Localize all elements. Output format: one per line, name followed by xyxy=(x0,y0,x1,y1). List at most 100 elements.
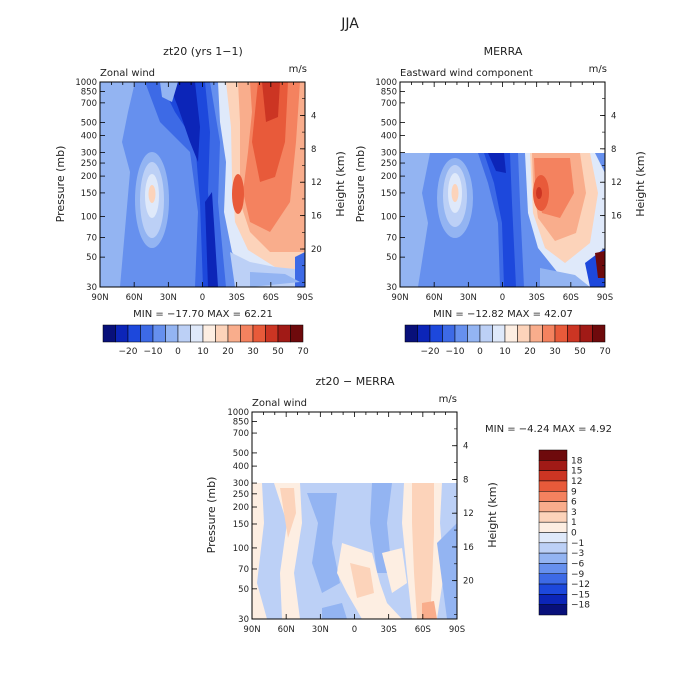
x-tick-label: 30S xyxy=(529,293,545,303)
y-tick-label: 250 xyxy=(381,159,397,169)
x-tick-label: 30S xyxy=(381,625,397,635)
colorbar-swatch xyxy=(240,324,254,343)
panel-unit-label: m/s xyxy=(589,64,607,75)
y2-tick-label: 16 xyxy=(611,212,622,222)
x-tick-label: 60N xyxy=(278,625,295,635)
colorbar-label: −12 xyxy=(571,580,590,590)
colorbar-swatch xyxy=(227,324,241,343)
colorbar-label: 15 xyxy=(571,467,582,477)
colorbar-label: 10 xyxy=(197,347,209,357)
colorbar-swatch xyxy=(442,324,456,343)
y-tick-label: 150 xyxy=(381,189,397,199)
colorbar-swatch xyxy=(479,324,493,343)
colorbar-swatch xyxy=(404,324,418,343)
y2-tick-label: 20 xyxy=(311,245,322,255)
colorbar-swatch xyxy=(538,449,568,461)
x-tick-label: 60S xyxy=(415,625,431,635)
y2-tick-label: 4 xyxy=(311,111,316,121)
y-tick-label: 150 xyxy=(81,189,97,199)
colorbar-label: 70 xyxy=(599,347,611,357)
y-tick-label: 300 xyxy=(381,148,397,158)
x-tick-label: 90S xyxy=(449,625,465,635)
x-tick-label: 60N xyxy=(426,293,443,303)
colorbar-swatch xyxy=(492,324,506,343)
colorbar-label: 3 xyxy=(571,508,577,518)
y2-tick-label: 8 xyxy=(311,145,316,155)
colorbar-label: 50 xyxy=(574,347,586,357)
colorbar-swatch xyxy=(538,542,568,554)
colorbar-swatch xyxy=(177,324,191,343)
y-tick-label: 400 xyxy=(381,132,397,142)
panel-left-label: Zonal wind xyxy=(100,68,155,79)
colorbar-label: −15 xyxy=(571,590,590,600)
colorbar-label: 10 xyxy=(499,347,511,357)
y-tick-label: 30 xyxy=(86,283,97,293)
y-tick-label: 100 xyxy=(233,544,249,554)
y-tick-label: 300 xyxy=(81,148,97,158)
colorbar-swatch xyxy=(542,324,556,343)
colorbar-swatch xyxy=(504,324,518,343)
colorbar-label: −10 xyxy=(446,347,465,357)
y-tick-label: 150 xyxy=(233,520,249,530)
panel-unit-label: m/s xyxy=(289,64,307,75)
colorbar-swatch xyxy=(592,324,606,343)
colorbar-label: 1 xyxy=(571,518,577,528)
colorbar-swatch xyxy=(165,324,179,343)
colorbar-swatch xyxy=(538,521,568,533)
colorbar-swatch xyxy=(429,324,443,343)
colorbar-swatch xyxy=(538,583,568,595)
y-tick-label: 300 xyxy=(233,479,249,489)
colorbar-swatch xyxy=(538,604,568,616)
x-tick-label: 30N xyxy=(312,625,329,635)
colorbar-swatch xyxy=(538,552,568,564)
y-tick-label: 70 xyxy=(386,233,397,243)
y-tick-label: 850 xyxy=(233,418,249,428)
y-tick-label: 500 xyxy=(81,119,97,129)
colorbar-swatch xyxy=(538,480,568,492)
y-tick-label: 500 xyxy=(233,449,249,459)
y2-tick-label: 20 xyxy=(463,577,474,587)
colorbar-label: 9 xyxy=(571,487,577,497)
colorbar-swatch xyxy=(417,324,431,343)
x-tick-label: 30N xyxy=(460,293,477,303)
y-tick-label: 100 xyxy=(81,213,97,223)
colorbar-swatch xyxy=(190,324,204,343)
y-tick-label: 70 xyxy=(238,565,249,575)
colorbar-swatch xyxy=(215,324,229,343)
y-tick-label: 200 xyxy=(81,172,97,182)
y2-tick-label: 4 xyxy=(611,111,616,121)
panel-left-label: Eastward wind component xyxy=(400,68,533,79)
y-tick-label: 400 xyxy=(81,132,97,142)
colorbar-swatch xyxy=(529,324,543,343)
x-tick-label: 0 xyxy=(352,625,357,635)
y-tick-label: 400 xyxy=(233,462,249,472)
colorbar-label: −9 xyxy=(571,570,585,580)
colorbar-swatch xyxy=(152,324,166,343)
colorbar-swatch xyxy=(579,324,593,343)
colorbar-label: −10 xyxy=(144,347,163,357)
x-tick-label: 60N xyxy=(126,293,143,303)
colorbar-label: −20 xyxy=(119,347,138,357)
colorbar-label: 20 xyxy=(222,347,234,357)
colorbar-swatch xyxy=(517,324,531,343)
colorbar-label: 18 xyxy=(571,456,583,466)
y-tick-label: 850 xyxy=(81,88,97,98)
y-tick-label: 250 xyxy=(81,159,97,169)
colorbar-label: 20 xyxy=(524,347,536,357)
colorbar-swatch xyxy=(127,324,141,343)
y2-tick-label: 4 xyxy=(463,442,468,452)
colorbar-swatch xyxy=(538,594,568,605)
colorbar-label: 30 xyxy=(549,347,561,357)
x-tick-label: 0 xyxy=(200,293,205,303)
heatmap-field xyxy=(252,483,457,619)
y2-tick-label: 8 xyxy=(611,145,616,155)
colorbar-label: 0 xyxy=(175,347,181,357)
colorbar-swatch xyxy=(538,563,568,574)
colorbar-label: 6 xyxy=(571,498,577,508)
x-tick-label: 90N xyxy=(91,293,108,303)
figure-title: JJA xyxy=(340,16,359,32)
panel-merra: MERRA Eastward wind component m/s 30 50 70… xyxy=(354,45,647,357)
colorbar-label: −20 xyxy=(421,347,440,357)
colorbar-swatch xyxy=(454,324,468,343)
